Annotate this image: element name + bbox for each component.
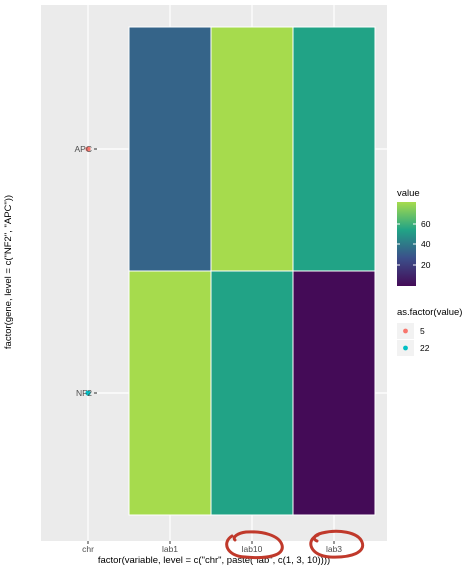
color-legend-title: as.factor(value) [397, 307, 462, 318]
y-tick-label-APC: APC [75, 144, 92, 154]
fill-legend: value 60 40 20 [397, 188, 431, 286]
data-point-APC [85, 146, 91, 152]
data-point-NF2 [85, 390, 91, 396]
fill-legend-title: value [397, 188, 420, 199]
heatmap-tiles [128, 26, 376, 516]
heatmap-tile-lab1-APC [128, 26, 212, 272]
fill-legend-colorbar [397, 202, 416, 286]
heatmap-tile-lab3-NF2 [292, 270, 376, 516]
scatter-points [85, 146, 91, 396]
color-legend: as.factor(value) 5 22 [397, 307, 462, 356]
axis-ticks: chr lab1 lab10 lab3 NF2 APC [75, 144, 343, 554]
x-tick-label-chr: chr [82, 544, 94, 554]
x-tick-label-lab3: lab3 [326, 544, 342, 554]
annotation-circle-lab10 [225, 530, 284, 560]
y-axis-title: factor(gene, level = c("NF2", "APC")) [3, 195, 14, 349]
heatmap-tile-lab1-NF2 [128, 270, 212, 516]
y-tick-label-NF2: NF2 [76, 388, 92, 398]
color-legend-swatch-5 [403, 328, 408, 334]
annotation-circles [225, 529, 365, 560]
color-legend-label-5: 5 [420, 326, 425, 336]
heatmap-tile-lab10-NF2 [210, 270, 294, 516]
fill-legend-label-40: 40 [421, 239, 431, 249]
x-tick-label-lab10: lab10 [242, 544, 263, 554]
x-tick-label-lab1: lab1 [162, 544, 178, 554]
heatmap-tile-lab3-APC [292, 26, 376, 272]
x-axis-title: factor(variable, level = c("chr", paste(… [98, 555, 330, 566]
color-legend-swatch-22 [403, 345, 408, 351]
fill-legend-label-60: 60 [421, 219, 431, 229]
heatmap-tile-lab10-APC [210, 26, 294, 272]
fill-legend-label-20: 20 [421, 260, 431, 270]
color-legend-label-22: 22 [420, 343, 430, 353]
annotation-circle-lab3 [309, 529, 365, 559]
